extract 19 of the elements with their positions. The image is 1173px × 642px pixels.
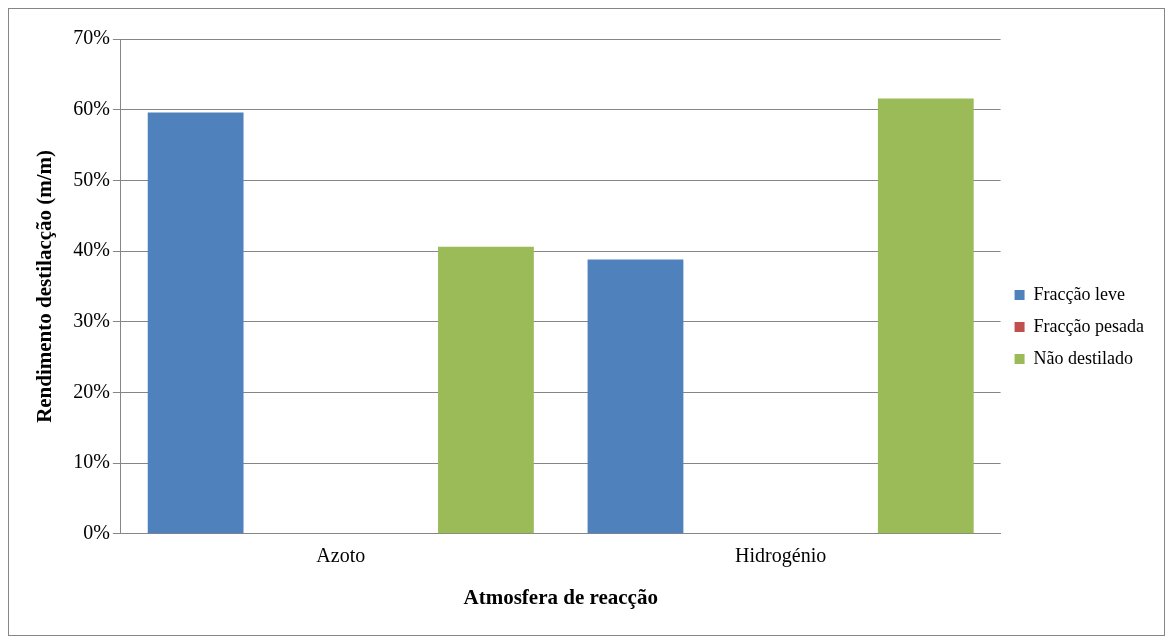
x-tick-label: Azoto: [316, 544, 366, 567]
legend-label: Fracção leve: [1033, 283, 1126, 304]
legend-label: Não destilado: [1033, 347, 1134, 368]
y-tick-label: 60%: [73, 96, 110, 119]
legend-label: Fracção pesada: [1033, 315, 1145, 336]
y-tick-label: 0%: [83, 521, 110, 544]
y-axis-title: Rendimento destilacção (m/m): [32, 149, 57, 423]
bar: [147, 112, 244, 534]
y-tick-label: 20%: [73, 379, 110, 402]
y-tick-label: 10%: [73, 450, 110, 473]
y-tick-label: 50%: [73, 167, 110, 190]
y-tick-label: 40%: [73, 238, 110, 261]
x-tick-label: Hidrogénio: [735, 544, 827, 568]
y-tick-label: 70%: [73, 26, 110, 49]
bar: [587, 259, 684, 534]
x-axis-title: Atmosfera de reacção: [463, 584, 658, 609]
y-tick-label: 30%: [73, 308, 110, 331]
bar: [438, 246, 534, 534]
bar: [877, 98, 974, 534]
